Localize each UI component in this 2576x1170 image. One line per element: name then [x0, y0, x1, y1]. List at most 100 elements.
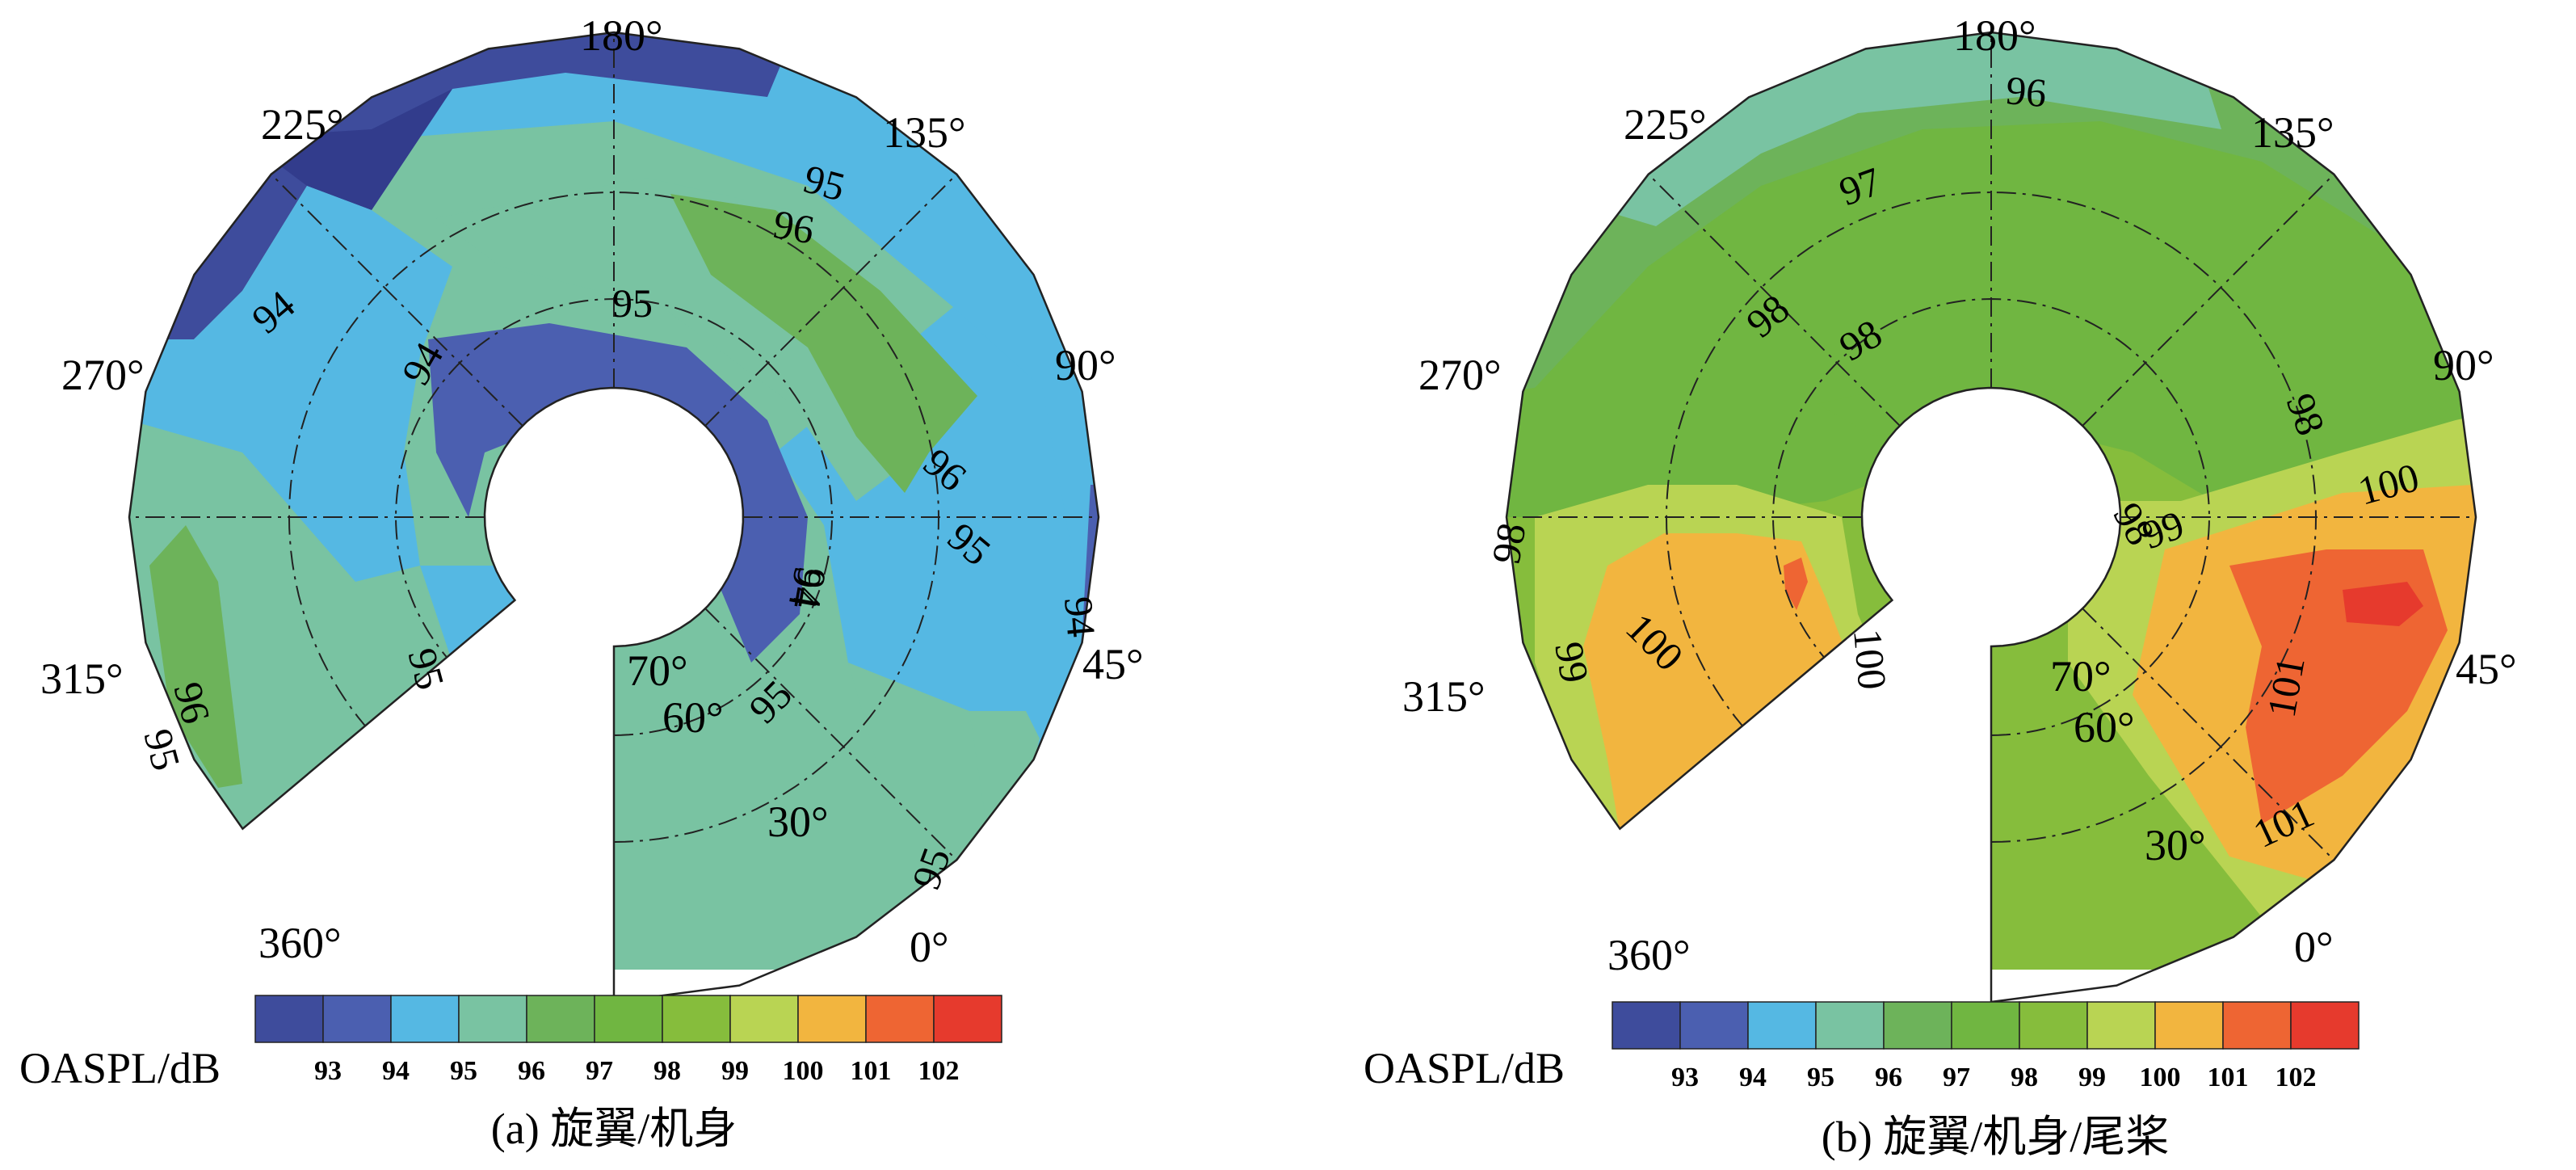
panel-a-contour-field [129, 32, 1099, 970]
b-angle-30: 30° [2145, 821, 2206, 869]
a-contour-94-right: 94 [784, 564, 835, 612]
grid-arc [1771, 297, 2211, 736]
b-colorbar-cell-94 [1679, 1001, 1749, 1050]
b-colorbar-cell-100 [2086, 1001, 2156, 1050]
b-angle-135: 135° [2251, 108, 2334, 157]
b-contour-100-b: 100 [1845, 627, 1895, 692]
grid-arc [394, 297, 834, 736]
region-b-103-spot [2343, 582, 2423, 626]
region-b-102-left-spot [1784, 558, 1808, 610]
b-colorbar-tick-98: 98 [2011, 1063, 2038, 1092]
a-angle-70: 70° [627, 646, 688, 695]
grid-spoke [1648, 174, 1901, 427]
b-colorbar-cell-102 [2222, 1001, 2292, 1050]
region-a-93-dark-corner [242, 89, 452, 210]
b-angle-270: 270° [1418, 351, 1502, 399]
b-colorbar-cell-95 [1747, 1001, 1817, 1050]
a-colorbar-tick-101: 101 [851, 1056, 892, 1086]
a-colorbar-cell-94 [322, 995, 392, 1043]
a-colorbar-tick-95: 95 [450, 1056, 477, 1086]
region-a-95-left [129, 186, 452, 582]
b-colorbar-tick-93: 93 [1671, 1063, 1699, 1092]
b-angle-45: 45° [2456, 645, 2517, 693]
a-colorbar-cell-101 [797, 995, 867, 1043]
region-b-102-left-sliver [1717, 832, 1729, 856]
grid-spoke [2082, 174, 2334, 427]
a-colorbar-cell-96 [458, 995, 527, 1043]
a-angle-180: 180° [580, 11, 663, 60]
b-colorbar-cell-98 [1951, 1001, 2020, 1050]
panel-a [128, 31, 1100, 1004]
b-angle-90: 90° [2433, 341, 2494, 389]
a-angle-360: 360° [258, 919, 342, 967]
b-contour-98-e: 98 [1483, 520, 1535, 567]
a-angle-90: 90° [1055, 341, 1116, 389]
panel-a-colorbar: 93 94 95 96 97 98 99 100 101 102 [254, 995, 1002, 1086]
grid-arc [1665, 191, 2318, 843]
b-caption: (b) 旋翼/机身/尾桨 [1822, 1113, 2169, 1161]
a-angle-45: 45° [1082, 640, 1144, 688]
a-colorbar-tick-93: 93 [314, 1056, 342, 1086]
a-colorbar-tick-94: 94 [382, 1056, 410, 1086]
a-colorbar-tick-98: 98 [653, 1056, 681, 1086]
region-a-96-base [129, 32, 1099, 970]
panel-b-angle-labels: 180° 225° 135° 270° 90° 315° 45° 360° 0°… [1402, 11, 2517, 979]
a-contour-94-lower: 94 [780, 564, 831, 612]
grid-spoke [704, 608, 957, 861]
b-colorbar-tick-97: 97 [1943, 1063, 1970, 1092]
a-colorbar-cell-103 [933, 995, 1002, 1043]
panel-b-colorbar: 93 94 95 96 97 98 99 100 101 102 [1612, 1001, 2360, 1092]
panel-b-outline [1505, 31, 2477, 1004]
b-angle-70: 70° [2050, 652, 2112, 701]
b-angle-315: 315° [1402, 672, 1486, 721]
grid-spoke [271, 174, 523, 427]
b-contour-99-b: 99 [1546, 638, 1598, 686]
b-colorbar-cell-101 [2154, 1001, 2224, 1050]
region-a-94-crescent [428, 323, 808, 663]
b-colorbar-tick-95: 95 [1807, 1063, 1834, 1092]
a-contour-95-edge: 95 [135, 724, 189, 775]
panel-a-outline [128, 31, 1100, 1004]
a-contour-95-top: 95 [612, 280, 653, 326]
a-angle-0: 0° [910, 923, 949, 971]
a-colorbar-cell-102 [865, 995, 935, 1043]
a-colorbar-unit: OASPL/dB [19, 1044, 221, 1092]
b-angle-180: 180° [1953, 11, 2036, 60]
b-colorbar-tick-96: 96 [1875, 1063, 1902, 1092]
a-colorbar-cell-93 [254, 995, 324, 1043]
a-angle-60: 60° [662, 693, 724, 742]
grid-spoke [2082, 608, 2334, 861]
a-colorbar-tick-96: 96 [518, 1056, 545, 1086]
a-colorbar-cell-100 [729, 995, 799, 1043]
a-angle-30: 30° [767, 798, 829, 846]
a-angle-270: 270° [61, 351, 145, 399]
b-colorbar-unit: OASPL/dB [1364, 1044, 1565, 1092]
a-colorbar-cell-99 [662, 995, 731, 1043]
a-colorbar-tick-102: 102 [918, 1056, 960, 1086]
a-colorbar-tick-99: 99 [721, 1056, 749, 1086]
b-colorbar-tick-94: 94 [1739, 1063, 1767, 1092]
region-b-101-left [1583, 533, 1850, 929]
b-colorbar-tick-100: 100 [2140, 1063, 2181, 1092]
b-colorbar-tick-102: 102 [2276, 1063, 2317, 1092]
grid-arc [288, 191, 940, 843]
panel-a-angle-labels: 180° 225° 135° 270° 90° 315° 45° 360° 0°… [40, 11, 1144, 971]
b-colorbar-cell-103 [2290, 1001, 2360, 1050]
a-angle-135: 135° [883, 108, 966, 157]
b-angle-360: 360° [1607, 931, 1691, 979]
b-angle-60: 60° [2074, 703, 2135, 751]
b-contour-96: 96 [2004, 67, 2049, 116]
a-angle-225: 225° [261, 100, 344, 149]
a-colorbar-tick-97: 97 [586, 1056, 613, 1086]
b-angle-225: 225° [1624, 100, 1707, 149]
a-colorbar-cell-97 [526, 995, 595, 1043]
region-a-97-left [149, 525, 242, 788]
a-colorbar-cell-95 [390, 995, 460, 1043]
b-colorbar-cell-97 [1883, 1001, 1952, 1050]
b-angle-0: 0° [2294, 923, 2334, 971]
b-colorbar-cell-93 [1612, 1001, 1681, 1050]
region-a-97-upper-right [670, 194, 977, 493]
a-colorbar-tick-100: 100 [783, 1056, 824, 1086]
a-colorbar-cell-98 [594, 995, 663, 1043]
